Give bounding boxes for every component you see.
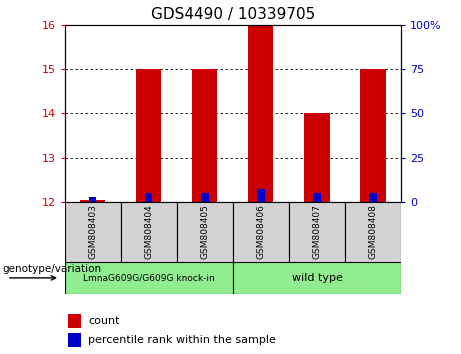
Text: percentile rank within the sample: percentile rank within the sample (88, 335, 276, 345)
Text: genotype/variation: genotype/variation (2, 264, 101, 274)
Text: LmnaG609G/G609G knock-in: LmnaG609G/G609G knock-in (83, 273, 214, 282)
Bar (345, 202, 401, 262)
Bar (136, 69, 161, 202)
Bar (369, 193, 377, 202)
Text: GSM808404: GSM808404 (144, 205, 153, 259)
Text: wild type: wild type (291, 273, 343, 283)
Bar (65, 262, 233, 294)
Bar (80, 200, 105, 202)
Bar (289, 202, 345, 262)
Title: GDS4490 / 10339705: GDS4490 / 10339705 (151, 7, 315, 22)
Bar (145, 193, 153, 202)
Bar (121, 202, 177, 262)
Bar (177, 202, 233, 262)
Bar (257, 188, 265, 202)
Bar (68, 314, 82, 328)
Text: GSM808406: GSM808406 (256, 204, 266, 259)
Bar (304, 113, 330, 202)
Text: GSM808403: GSM808403 (88, 204, 97, 259)
Bar (233, 202, 289, 262)
Text: count: count (88, 316, 119, 326)
Text: GSM808408: GSM808408 (368, 204, 378, 259)
Bar (233, 262, 401, 294)
Bar (89, 198, 96, 202)
Bar (192, 69, 218, 202)
Text: GSM808405: GSM808405 (200, 204, 209, 259)
Bar (65, 202, 121, 262)
Bar (201, 193, 208, 202)
Bar (68, 333, 82, 347)
Bar (313, 193, 321, 202)
Bar (248, 25, 273, 202)
Bar (361, 69, 386, 202)
Text: GSM808407: GSM808407 (313, 204, 321, 259)
